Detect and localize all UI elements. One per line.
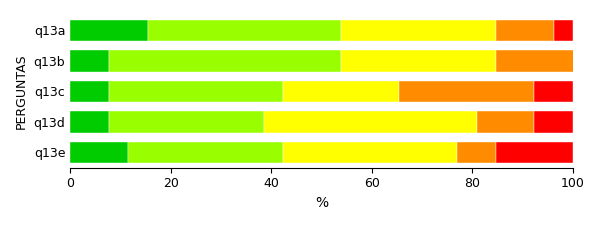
Bar xyxy=(457,142,496,163)
X-axis label: %: % xyxy=(315,196,328,210)
Bar xyxy=(399,81,535,102)
Bar xyxy=(496,50,574,72)
Bar xyxy=(70,20,148,41)
Bar xyxy=(535,111,573,133)
Y-axis label: PERGUNTAS: PERGUNTAS xyxy=(15,54,28,129)
Bar xyxy=(264,111,476,133)
Bar xyxy=(554,20,573,41)
Bar xyxy=(476,111,535,133)
Bar xyxy=(496,142,573,163)
Bar xyxy=(535,81,573,102)
Bar xyxy=(109,111,264,133)
Bar xyxy=(70,81,109,102)
Bar xyxy=(496,20,554,41)
Bar xyxy=(109,81,283,102)
Bar xyxy=(148,20,341,41)
Bar xyxy=(109,50,341,72)
Bar xyxy=(128,142,283,163)
Bar xyxy=(70,142,128,163)
Bar xyxy=(70,111,109,133)
Bar xyxy=(341,20,496,41)
Bar xyxy=(283,142,457,163)
Bar xyxy=(70,50,109,72)
Bar xyxy=(341,50,496,72)
Bar xyxy=(283,81,399,102)
